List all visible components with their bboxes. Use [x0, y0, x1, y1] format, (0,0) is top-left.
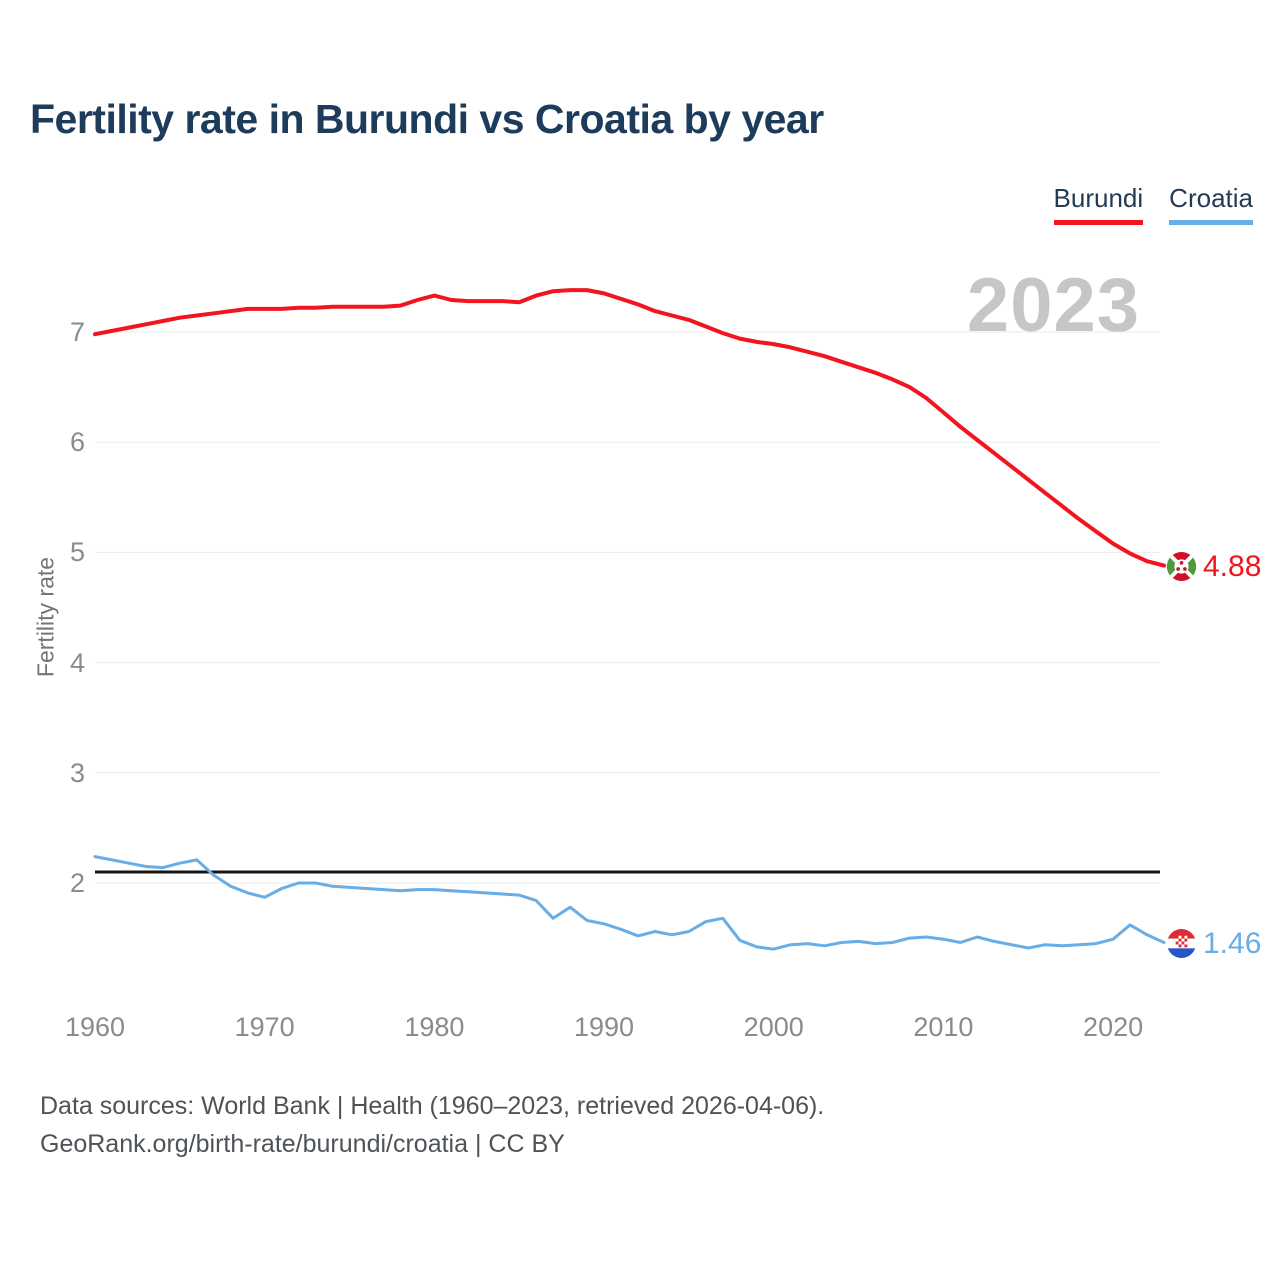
- x-tick-label: 1960: [64, 1012, 126, 1042]
- x-tick-label: 2000: [743, 1012, 804, 1042]
- croatia-end-label: 1.46: [1166, 927, 1261, 961]
- croatia-line[interactable]: [93, 855, 1166, 951]
- x-tick-label: 1990: [574, 1012, 635, 1042]
- footer-attribution-line: GeoRank.org/birth-rate/burundi/croatia |…: [40, 1130, 565, 1158]
- croatia-flag-icon: [1166, 928, 1197, 959]
- legend: Burundi Croatia: [1053, 183, 1253, 225]
- y-tick-label: 2: [69, 868, 85, 898]
- legend-label-croatia: Croatia: [1169, 183, 1253, 213]
- burundi-flag-icon: [1166, 552, 1197, 582]
- page-title: Fertility rate in Burundi vs Croatia by …: [30, 96, 824, 142]
- burundi-line[interactable]: [93, 288, 1166, 568]
- x-tick-label: 1980: [404, 1012, 465, 1042]
- x-tick-label: 1970: [234, 1012, 295, 1042]
- y-tick-label: 7: [69, 317, 85, 347]
- footer: Data sources: World Bank | Health (1960–…: [40, 1087, 824, 1163]
- y-tick-label: 3: [69, 757, 85, 788]
- legend-item-burundi[interactable]: Burundi: [1053, 183, 1144, 225]
- y-tick-label: 5: [69, 537, 85, 568]
- burundi-end-value: 4.88: [1203, 549, 1262, 583]
- y-tick-label: 6: [69, 427, 85, 458]
- footer-source-line: Data sources: World Bank | Health (1960–…: [40, 1092, 825, 1120]
- year-watermark: 2023: [966, 263, 1140, 348]
- legend-label-burundi: Burundi: [1053, 183, 1144, 213]
- burundi-end-label: 4.88: [1166, 550, 1261, 584]
- y-tick-label: 4: [69, 647, 85, 678]
- legend-item-croatia[interactable]: Croatia: [1169, 183, 1253, 225]
- x-tick-label: 2010: [913, 1012, 974, 1042]
- x-tick-label: 2020: [1083, 1012, 1144, 1042]
- croatia-end-value: 1.46: [1203, 926, 1262, 960]
